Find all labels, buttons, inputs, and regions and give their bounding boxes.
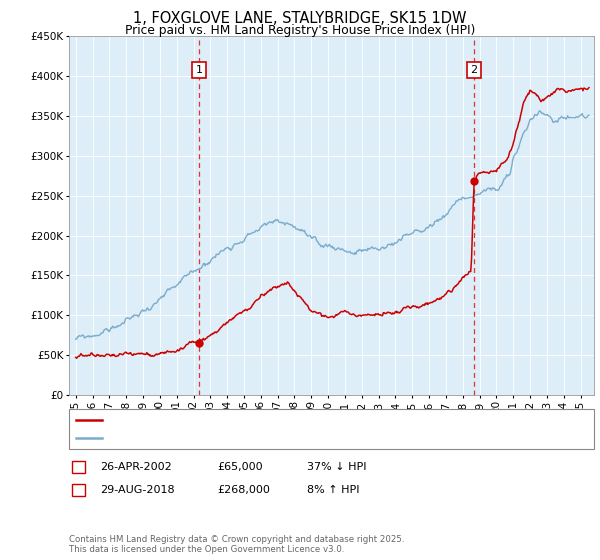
- Text: 1: 1: [75, 462, 82, 472]
- Text: 2: 2: [75, 485, 82, 494]
- Text: 2: 2: [470, 65, 478, 75]
- Text: 1, FOXGLOVE LANE, STALYBRIDGE, SK15 1DW: 1, FOXGLOVE LANE, STALYBRIDGE, SK15 1DW: [133, 11, 467, 26]
- Text: 1: 1: [196, 65, 202, 75]
- Text: 8% ↑ HPI: 8% ↑ HPI: [307, 485, 360, 494]
- Text: 1, FOXGLOVE LANE, STALYBRIDGE, SK15 1DW (detached house): 1, FOXGLOVE LANE, STALYBRIDGE, SK15 1DW …: [106, 415, 439, 424]
- Text: HPI: Average price, detached house, Tameside: HPI: Average price, detached house, Tame…: [106, 433, 348, 443]
- Text: Contains HM Land Registry data © Crown copyright and database right 2025.
This d: Contains HM Land Registry data © Crown c…: [69, 535, 404, 554]
- Text: £65,000: £65,000: [217, 462, 263, 472]
- Text: 29-AUG-2018: 29-AUG-2018: [100, 485, 175, 494]
- Text: 37% ↓ HPI: 37% ↓ HPI: [307, 462, 367, 472]
- Text: 26-APR-2002: 26-APR-2002: [100, 462, 172, 472]
- Text: £268,000: £268,000: [217, 485, 270, 494]
- Text: Price paid vs. HM Land Registry's House Price Index (HPI): Price paid vs. HM Land Registry's House …: [125, 24, 475, 37]
